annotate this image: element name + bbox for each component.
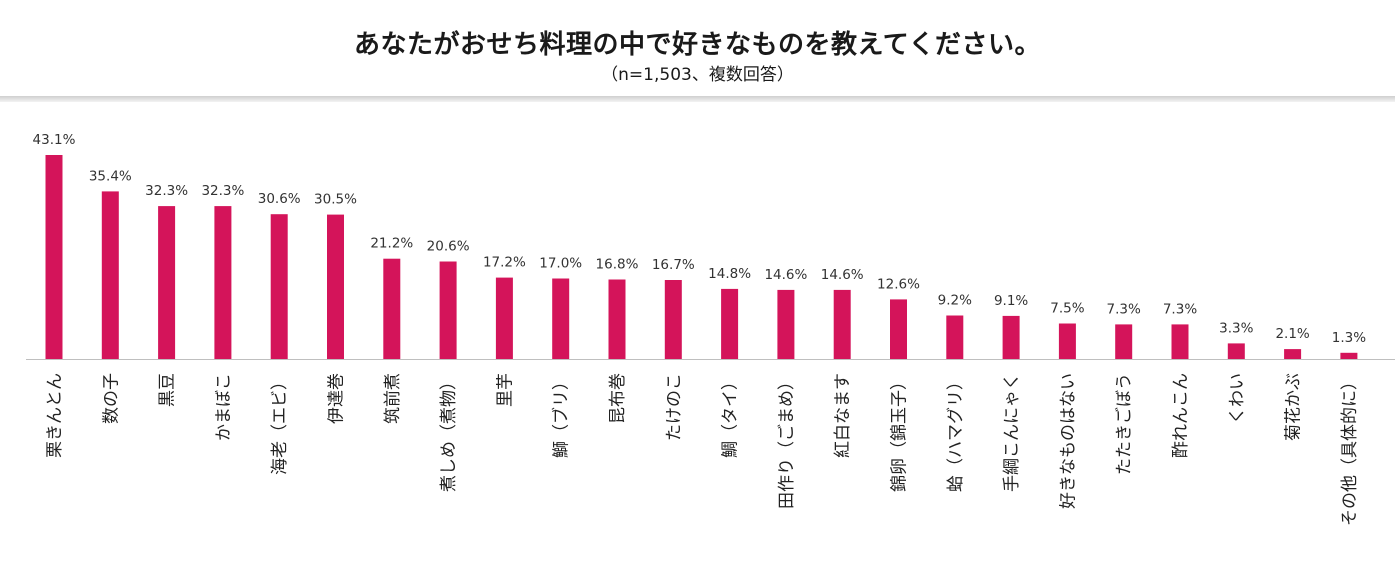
chart-title: あなたがおせち料理の中で好きなものを教えてください。 <box>354 30 1041 60</box>
category-label: かまぼこ <box>214 373 234 441</box>
data-label: 17.2% <box>483 255 526 271</box>
category-label: 鰤（ブリ） <box>551 373 572 458</box>
category-label: 黒豆 <box>158 373 178 407</box>
data-label: 35.4% <box>89 168 132 184</box>
bar <box>1171 324 1189 359</box>
bar <box>327 214 344 359</box>
data-label: 16.7% <box>652 257 695 273</box>
bar <box>777 289 795 359</box>
category-label: 栗きんとん <box>45 373 65 458</box>
bar <box>1115 324 1133 359</box>
data-label: 7.5% <box>1050 301 1084 317</box>
category-label: 鯛（タイ） <box>721 373 741 458</box>
bar <box>890 299 907 359</box>
category-label: 煮しめ（煮物） <box>439 373 459 492</box>
category-label: 数の子 <box>101 373 121 424</box>
category-label: 里芋 <box>495 373 515 407</box>
category-label: 海老（エビ） <box>270 373 290 475</box>
bar <box>721 288 739 359</box>
category-label: 紅白なます <box>833 373 853 458</box>
category-label: 伊達巻 <box>327 373 347 424</box>
category-label: その他（具体的に） <box>1340 373 1360 526</box>
data-label: 2.1% <box>1275 326 1309 342</box>
data-label: 21.2% <box>370 236 413 252</box>
category-label: 錦卵（錦玉子） <box>890 373 910 492</box>
data-label: 30.5% <box>314 192 357 208</box>
data-label: 14.6% <box>821 267 864 283</box>
bar <box>439 261 457 359</box>
bar <box>552 278 570 359</box>
bar <box>495 277 513 359</box>
data-label: 7.3% <box>1107 301 1141 317</box>
bar <box>608 279 626 359</box>
bar <box>383 258 401 359</box>
data-label: 9.1% <box>994 293 1028 309</box>
category-label: 筑前煮 <box>383 373 403 424</box>
data-label: 20.6% <box>427 239 470 255</box>
bar <box>1058 323 1076 359</box>
bar <box>664 280 682 359</box>
category-label: 田作り（ごまめ） <box>777 373 797 509</box>
bar <box>1002 315 1020 359</box>
data-label: 16.8% <box>596 257 639 273</box>
bar <box>1340 352 1358 359</box>
data-label: 32.3% <box>145 183 188 199</box>
category-label: 昆布巻 <box>608 373 628 424</box>
category-label: くわい <box>1227 373 1247 424</box>
bar <box>1227 343 1245 359</box>
bar <box>45 155 63 359</box>
data-label: 12.6% <box>877 276 920 292</box>
bar <box>101 191 119 359</box>
category-label: たけのこ <box>664 373 684 441</box>
data-label: 9.2% <box>938 293 972 309</box>
category-label: 好きなものはない <box>1058 373 1078 509</box>
data-label: 30.6% <box>258 191 301 207</box>
data-label: 7.3% <box>1163 301 1197 317</box>
bar <box>946 315 964 359</box>
bar <box>1284 349 1302 359</box>
data-label: 43.1% <box>33 132 76 148</box>
category-label: 酢れんこん <box>1171 373 1191 458</box>
bar <box>270 214 288 359</box>
chart-subtitle: （n=1,503、複数回答） <box>601 65 794 85</box>
bar <box>158 206 176 359</box>
bar <box>833 289 851 359</box>
data-label: 14.8% <box>708 266 751 282</box>
category-label: 菊花かぶ <box>1284 373 1304 441</box>
category-label: たたきごぼう <box>1115 373 1135 475</box>
data-label: 17.0% <box>539 256 582 272</box>
category-label: 手綱こんにゃく <box>1002 373 1022 492</box>
data-label: 3.3% <box>1219 320 1253 336</box>
data-label: 1.3% <box>1332 330 1366 346</box>
chart-header: あなたがおせち料理の中で好きなものを教えてください。 （n=1,503、複数回答… <box>0 0 1395 96</box>
bar <box>214 206 232 359</box>
data-label: 14.6% <box>764 267 807 283</box>
header-divider <box>0 96 1395 102</box>
category-label: 蛤（ハマグリ） <box>946 373 966 492</box>
data-label: 32.3% <box>201 183 244 199</box>
